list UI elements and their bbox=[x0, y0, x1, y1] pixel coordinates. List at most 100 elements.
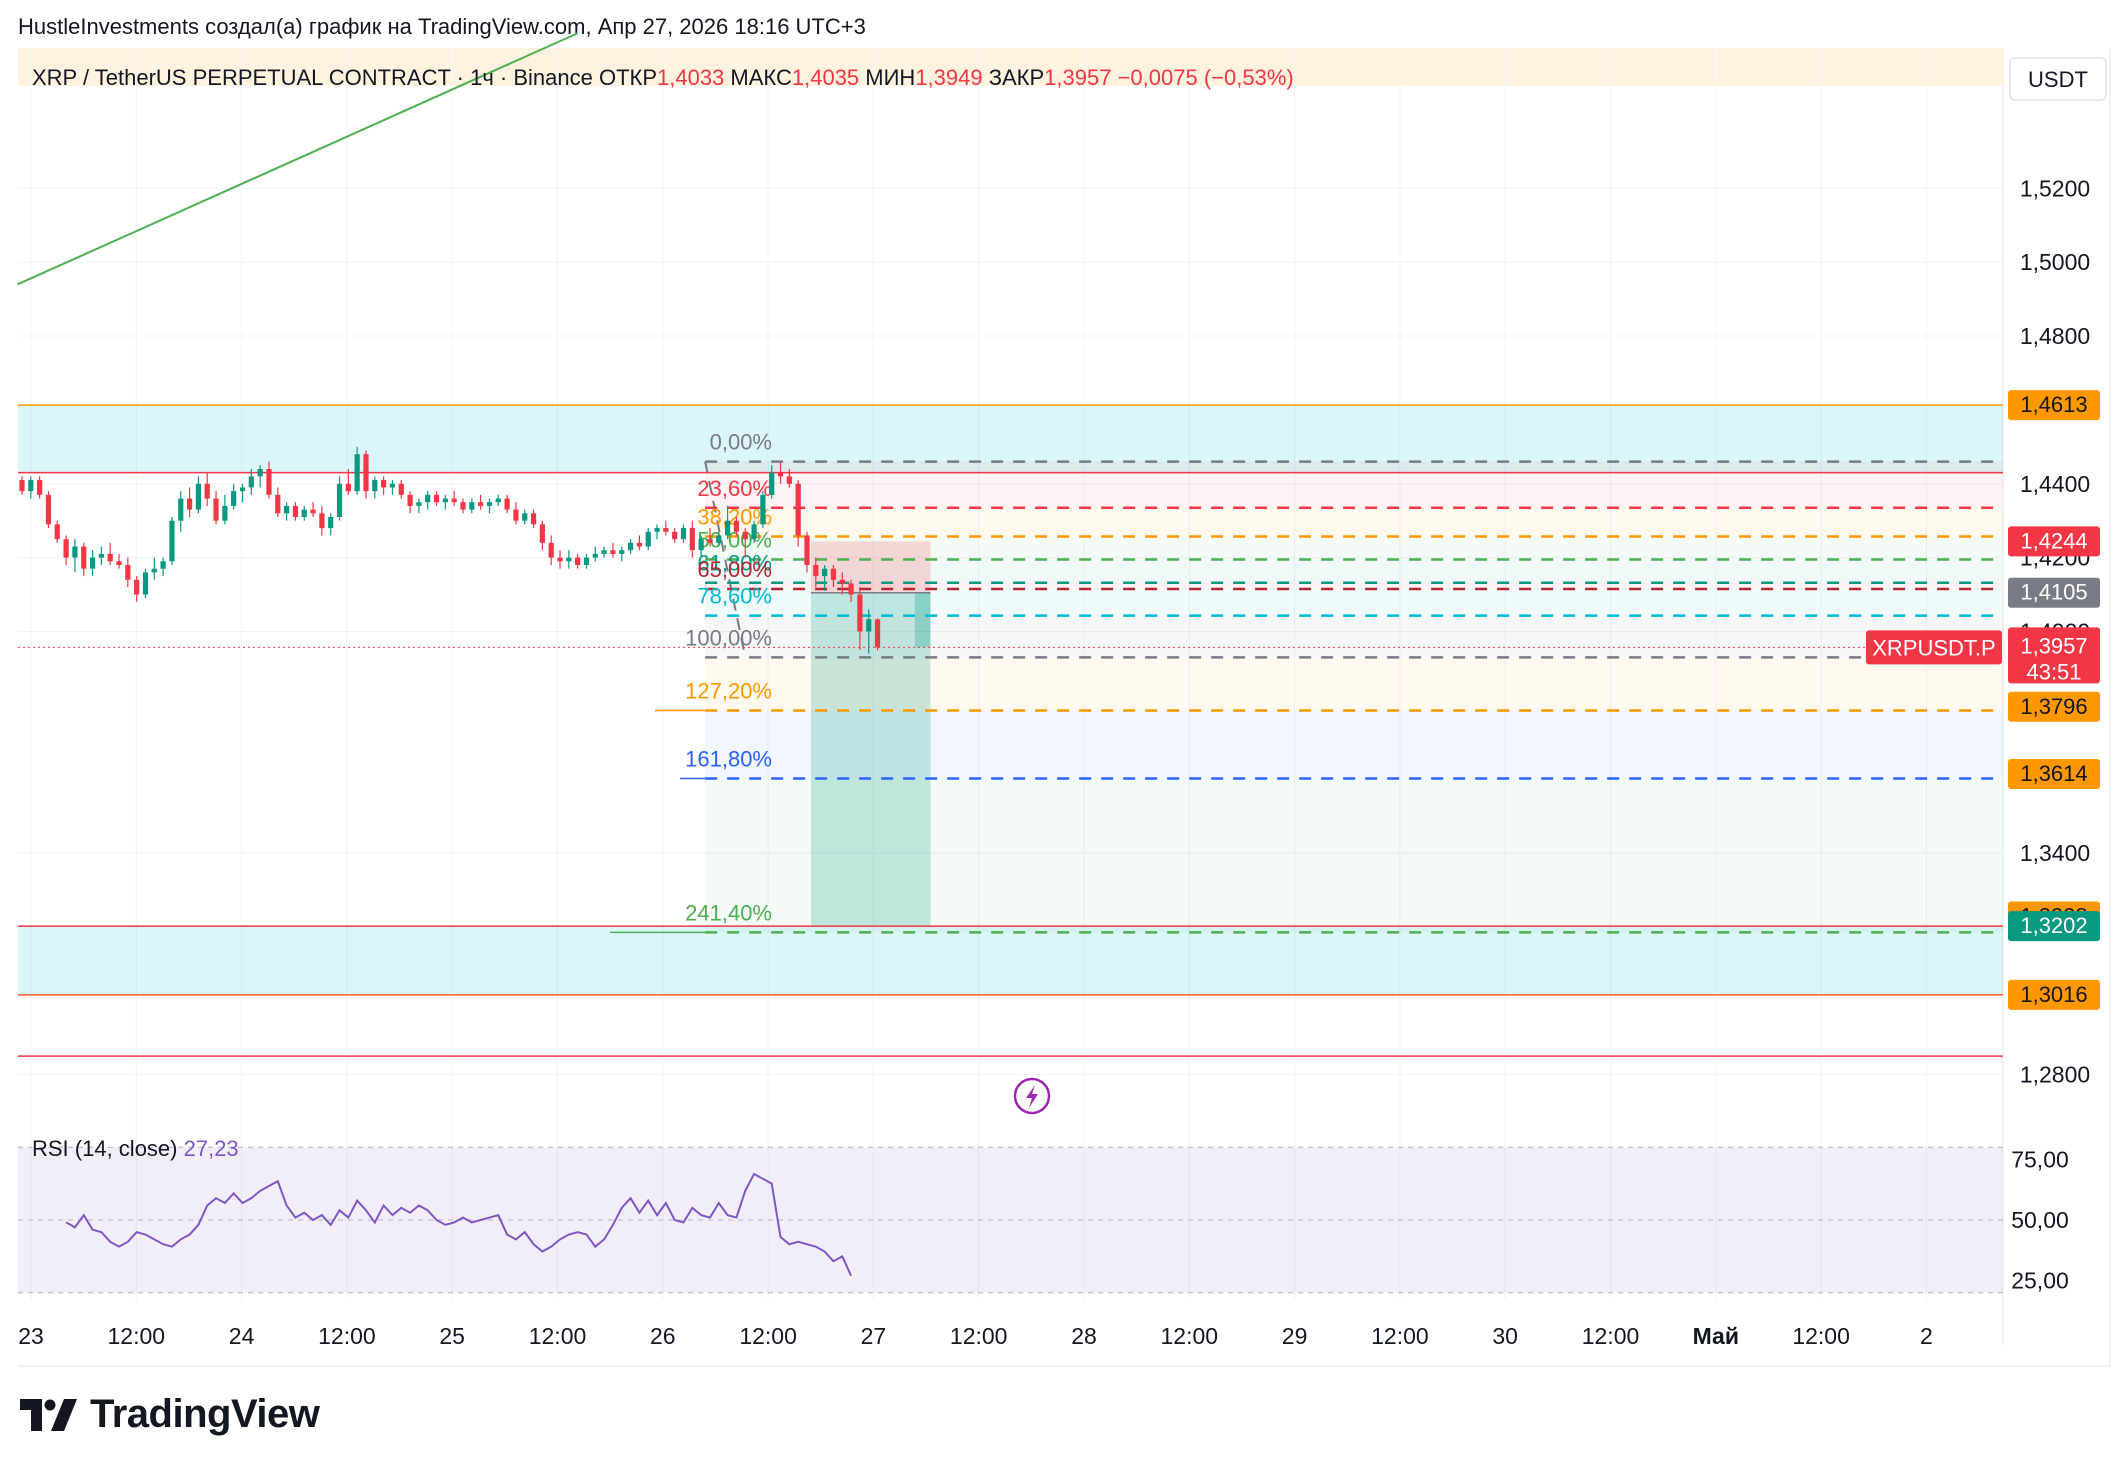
candle bbox=[275, 494, 281, 514]
symbol-tag: XRPUSDT.P bbox=[1872, 635, 1995, 660]
candle bbox=[72, 546, 78, 558]
candle bbox=[460, 502, 466, 510]
tradingview-branding[interactable]: TradingView bbox=[20, 1392, 320, 1437]
candle bbox=[848, 583, 854, 595]
candle bbox=[486, 502, 493, 506]
candle bbox=[645, 531, 651, 547]
candle bbox=[557, 557, 563, 562]
fib-level-label: 23,60% bbox=[697, 476, 772, 501]
candle bbox=[416, 502, 422, 506]
time-tick-label: 26 bbox=[650, 1323, 676, 1349]
candle bbox=[19, 480, 25, 492]
candle bbox=[566, 557, 572, 562]
fib-level-label: 61,80% bbox=[697, 551, 772, 576]
fib-level-label: 127,20% bbox=[685, 678, 772, 703]
candle bbox=[284, 505, 290, 514]
time-tick-label: 12:00 bbox=[1371, 1323, 1429, 1349]
candle bbox=[204, 483, 210, 499]
candle bbox=[610, 550, 616, 554]
candle bbox=[751, 524, 757, 540]
candle bbox=[160, 561, 166, 569]
candle bbox=[116, 561, 122, 565]
fib-band bbox=[705, 507, 2003, 537]
symbol-info-part: ЗАКР bbox=[989, 65, 1044, 90]
candle bbox=[389, 483, 396, 488]
symbol-tag-bg bbox=[1866, 630, 2002, 665]
candle bbox=[310, 509, 316, 514]
candle bbox=[213, 498, 219, 521]
time-tick-label: 12:00 bbox=[1792, 1323, 1850, 1349]
lightning-icon bbox=[1026, 1085, 1038, 1108]
candle bbox=[81, 546, 87, 569]
candle bbox=[601, 550, 607, 554]
rsi-legend-label: RSI (14, close) bbox=[32, 1136, 184, 1161]
candle bbox=[725, 520, 731, 536]
candle bbox=[98, 553, 104, 558]
candle bbox=[777, 472, 784, 477]
price-pane bbox=[18, 48, 2003, 1130]
symbol-info-part: −0,0075 (−0,53%) bbox=[1118, 65, 1294, 90]
candle bbox=[45, 494, 52, 525]
candle bbox=[716, 535, 722, 543]
candle bbox=[125, 564, 131, 580]
fib-band bbox=[705, 461, 2003, 508]
candle bbox=[619, 550, 625, 554]
time-tick-label: 27 bbox=[861, 1323, 887, 1349]
candle bbox=[522, 513, 528, 521]
candle bbox=[301, 509, 307, 517]
candle bbox=[63, 539, 69, 558]
candle bbox=[28, 480, 34, 492]
fib-level-label: 65,00% bbox=[697, 557, 772, 582]
symbol-info-part: 1,4035 bbox=[792, 65, 865, 90]
price-tag: 1,3016 bbox=[2020, 982, 2087, 1007]
candle bbox=[222, 505, 228, 521]
fib-level-label: 161,80% bbox=[685, 746, 772, 771]
fib-band bbox=[705, 582, 2003, 589]
candle bbox=[336, 483, 343, 517]
candle bbox=[813, 564, 819, 577]
candle bbox=[469, 502, 475, 510]
currency-button[interactable] bbox=[2009, 57, 2107, 101]
candle bbox=[636, 542, 642, 547]
chart-author-caption: HustleInvestments создал(а) график на Tr… bbox=[18, 14, 866, 39]
time-tick-label: 29 bbox=[1282, 1323, 1308, 1349]
price-tag: 1,3202 bbox=[2020, 913, 2087, 938]
price-tag: 1,3614 bbox=[2020, 761, 2087, 786]
rsi-tick-label: 25,00 bbox=[2011, 1268, 2069, 1294]
price-tag-bg bbox=[2008, 911, 2100, 942]
price-tag-bg bbox=[2008, 759, 2100, 790]
candle bbox=[504, 498, 510, 510]
price-tag: 1,4244 bbox=[2020, 528, 2087, 553]
candle bbox=[328, 516, 334, 529]
time-tick-label: 25 bbox=[439, 1323, 465, 1349]
symbol-info-part: 1,3957 bbox=[1044, 65, 1117, 90]
time-tick-label: 12:00 bbox=[529, 1323, 587, 1349]
time-tick-label: 24 bbox=[229, 1323, 255, 1349]
candle bbox=[583, 557, 590, 565]
symbol-info-part: МИН bbox=[865, 65, 915, 90]
symbol-info-part: МАКС bbox=[730, 65, 792, 90]
price-tag-bg bbox=[2008, 979, 2100, 1010]
price-tag: 1,4613 bbox=[2020, 392, 2087, 417]
candle bbox=[195, 483, 201, 510]
symbol-info-part: ОТКР bbox=[599, 65, 657, 90]
price-tick-label: 1,5200 bbox=[2020, 175, 2090, 201]
time-tick-label: 12:00 bbox=[950, 1323, 1008, 1349]
bar-countdown: 43:51 bbox=[2026, 659, 2081, 684]
candle bbox=[733, 520, 740, 532]
rsi-line bbox=[65, 1172, 852, 1277]
candle bbox=[292, 505, 299, 517]
candle bbox=[266, 468, 272, 495]
candle bbox=[857, 594, 863, 632]
fib-band bbox=[705, 559, 2003, 583]
candle bbox=[539, 524, 545, 543]
candle bbox=[663, 528, 669, 532]
lightning-event-icon[interactable] bbox=[1013, 1077, 1051, 1115]
rsi-legend-value: 27,23 bbox=[184, 1136, 239, 1161]
fib-level-label: 78,60% bbox=[697, 584, 772, 609]
candle bbox=[530, 513, 537, 525]
candle bbox=[178, 498, 184, 521]
support-resistance-zone bbox=[18, 405, 2003, 473]
time-tick-label: 12:00 bbox=[1582, 1323, 1640, 1349]
